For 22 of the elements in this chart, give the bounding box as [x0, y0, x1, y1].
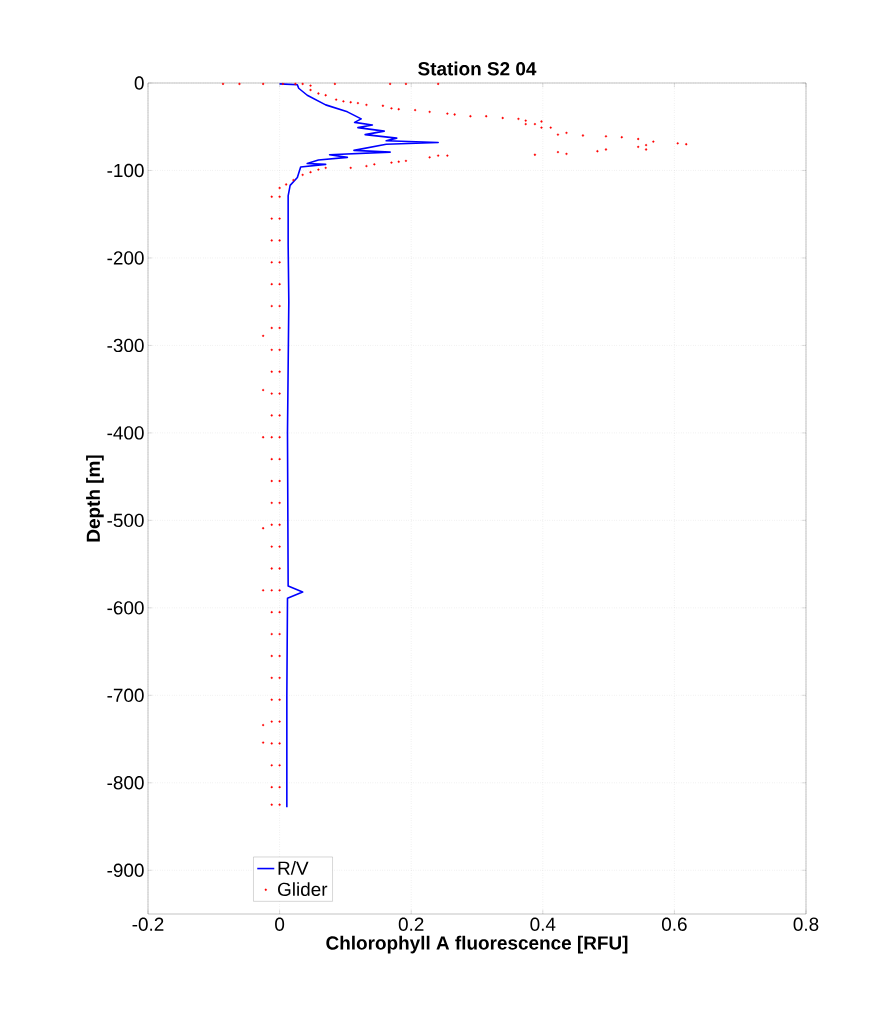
y-tick-label: -500: [107, 513, 144, 528]
y-tick-label: -100: [107, 163, 144, 178]
y-tick-label: -600: [107, 601, 144, 615]
legend-label: Glider: [278, 882, 328, 897]
y-tick-label: -300: [107, 338, 144, 353]
legend-label: R/V: [278, 860, 309, 875]
y-tick-label: -200: [107, 251, 144, 265]
y-tick-label: 0: [134, 76, 144, 90]
x-tick-label: 0.6: [661, 917, 687, 931]
x-axis-title: Chlorophyll A fluorescence [RFU]: [326, 935, 628, 954]
x-tick-label: 0.8: [793, 917, 819, 931]
y-axis-title: Depth [m]: [86, 455, 104, 542]
x-tick-label: 0.2: [398, 917, 424, 931]
y-tick-label: -800: [107, 776, 144, 790]
line-series: [278, 83, 439, 809]
x-tick-label: -0.2: [132, 917, 164, 931]
x-tick-label: 0.4: [530, 917, 556, 931]
y-tick-label: -700: [107, 688, 144, 703]
y-tick-label: -400: [107, 426, 144, 440]
y-tick-label: -900: [107, 863, 144, 877]
x-tick-label: 0: [275, 917, 285, 931]
chart-title: Station S2 04: [418, 61, 537, 76]
